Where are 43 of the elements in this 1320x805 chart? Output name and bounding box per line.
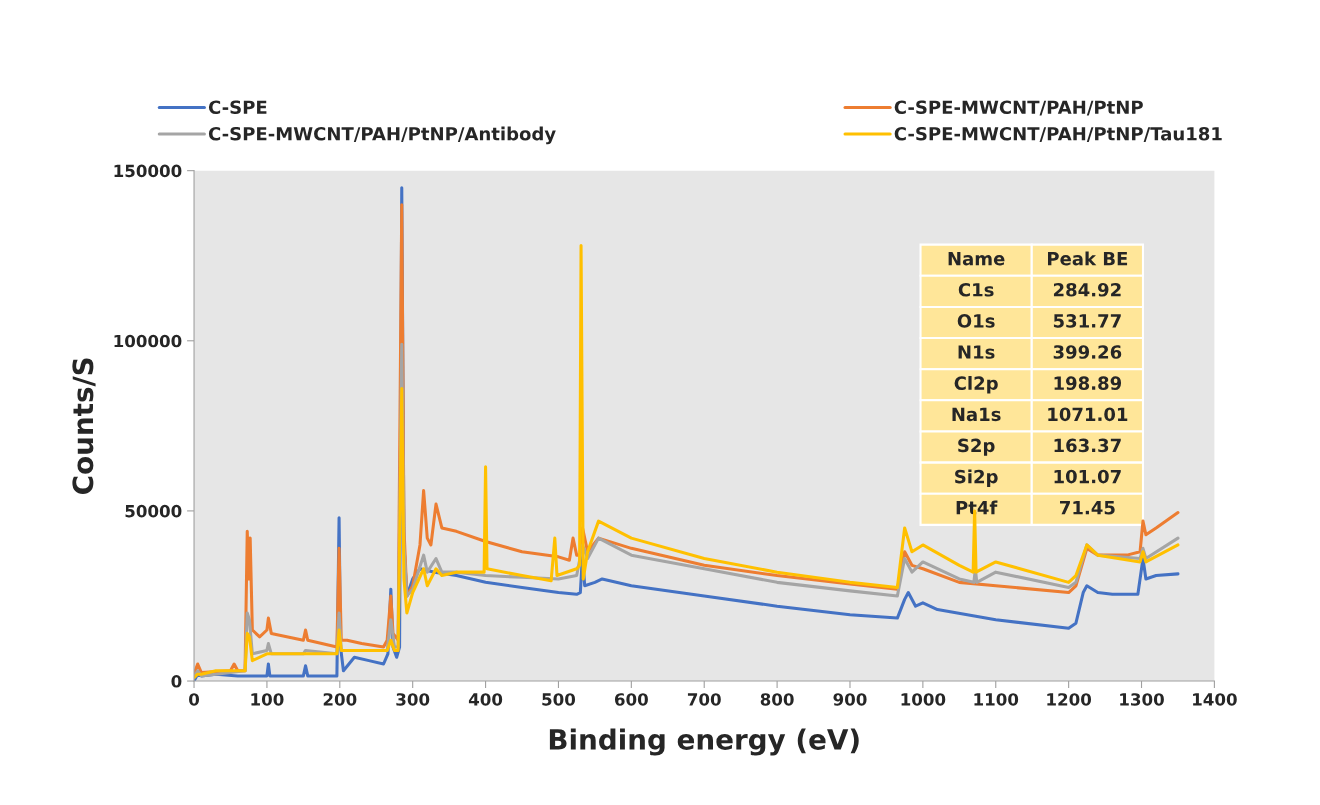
annotation: 399.26 <box>1053 345 1122 359</box>
annotation: Na1s <box>952 407 1001 422</box>
annotation: 71.45 <box>1060 501 1115 515</box>
x-tick-label: 800 <box>760 693 794 706</box>
legend-label: C-SPE <box>208 100 267 115</box>
y-tick-label: 150000 <box>114 164 182 178</box>
x-tick-label: 1400 <box>1193 693 1237 706</box>
annotation: 101.07 <box>1054 469 1121 484</box>
y-tick-label: 0 <box>171 674 182 688</box>
legend-label: C-SPE-MWCNT/PAH/PtNP/Tau181 <box>894 126 1222 142</box>
y-tick-label: 50000 <box>125 504 182 518</box>
annotation: O1s <box>957 314 995 328</box>
annotation: 531.77 <box>1053 314 1121 328</box>
x-tick-label: 200 <box>323 693 357 706</box>
annotation: 198.89 <box>1054 376 1122 390</box>
annotation: 284.92 <box>1053 282 1121 297</box>
x-tick-label: 1100 <box>974 693 1019 706</box>
y-tick-label: 100000 <box>114 334 182 348</box>
annotation: 163.37 <box>1054 438 1121 453</box>
x-tick-label: 400 <box>468 693 503 706</box>
annotation: Cl2p <box>954 376 998 394</box>
x-tick-label: 300 <box>396 693 430 706</box>
annotation: Peak BE <box>1048 251 1128 266</box>
x-tick-label: 1000 <box>901 693 946 706</box>
legend-label: C-SPE-MWCNT/PAH/PtNP/Antibody <box>208 126 556 145</box>
x-tick-label: 900 <box>833 693 867 706</box>
x-tick-label: 1200 <box>1047 693 1092 706</box>
annotation: Pt4f <box>956 500 998 515</box>
y-axis-title: Counts/S <box>72 358 96 494</box>
annotation: 1071.01 <box>1048 407 1128 422</box>
annotation: Si2p <box>955 469 998 487</box>
annotation: Name <box>948 252 1005 266</box>
annotation: S2p <box>958 438 995 456</box>
annotation: N1s <box>958 345 995 359</box>
legend-label: C-SPE-MWCNT/PAH/PtNP <box>894 100 1143 116</box>
x-tick-label: 100 <box>251 693 284 706</box>
x-tick-label: 0 <box>189 693 200 706</box>
x-tick-label: 1300 <box>1120 693 1164 706</box>
x-tick-label: 600 <box>614 693 648 706</box>
x-tick-label: 700 <box>687 693 721 706</box>
annotation: C1s <box>958 282 994 297</box>
x-tick-label: 500 <box>542 693 576 706</box>
x-axis-title: Binding energy (eV) <box>549 728 859 756</box>
